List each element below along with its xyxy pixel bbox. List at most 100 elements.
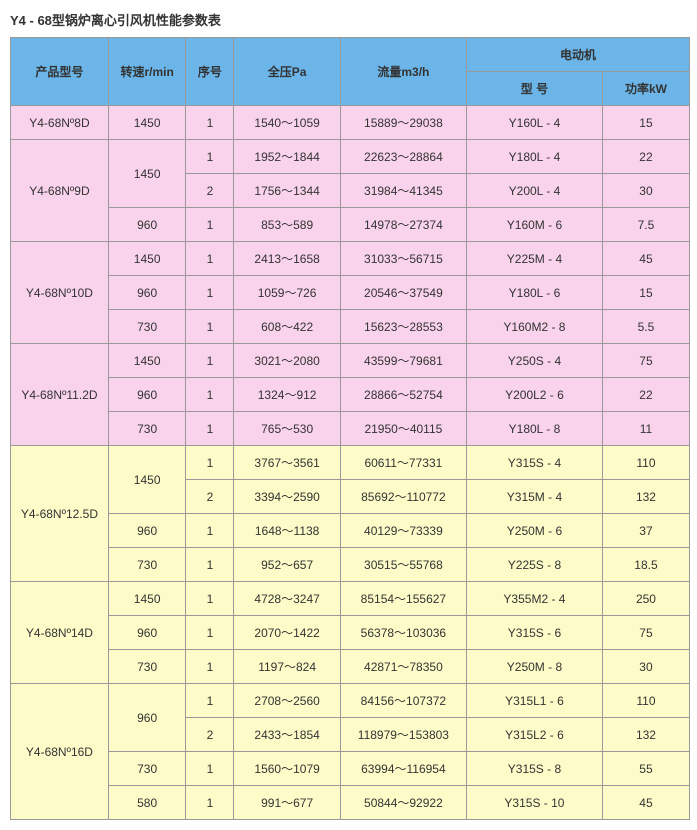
- cell-pressure: 3021～2080: [234, 344, 340, 378]
- cell-motor-model: Y250M - 8: [466, 650, 602, 684]
- cell-model: Y4-68Nº11.2D: [11, 344, 109, 446]
- table-row: 5801991～67750844～92922Y315S - 1045: [11, 786, 690, 820]
- table-row: 96011324～91228866～52754Y200L2 - 622: [11, 378, 690, 412]
- cell-flow: 40129～73339: [340, 514, 466, 548]
- cell-pressure: 1197～824: [234, 650, 340, 684]
- cell-power: 15: [602, 106, 689, 140]
- cell-power: 110: [602, 446, 689, 480]
- cell-flow: 42871～78350: [340, 650, 466, 684]
- cell-motor-model: Y200L - 4: [466, 174, 602, 208]
- cell-power: 30: [602, 174, 689, 208]
- header-model: 产品型号: [11, 38, 109, 106]
- header-flow: 流量m3/h: [340, 38, 466, 106]
- cell-pressure: 1560～1079: [234, 752, 340, 786]
- cell-seq: 2: [186, 174, 234, 208]
- cell-seq: 1: [186, 650, 234, 684]
- table-row: 7301608～42215623～28553Y160M2 - 85.5: [11, 310, 690, 344]
- table-body: Y4-68Nº8D145011540～105915889～29038Y160L …: [11, 106, 690, 820]
- cell-seq: 1: [186, 140, 234, 174]
- cell-rpm: 1450: [108, 344, 186, 378]
- header-seq: 序号: [186, 38, 234, 106]
- cell-pressure: 3394～2590: [234, 480, 340, 514]
- cell-seq: 1: [186, 412, 234, 446]
- cell-pressure: 2433～1854: [234, 718, 340, 752]
- cell-seq: 1: [186, 344, 234, 378]
- table-row: Y4-68Nº11.2D145013021～208043599～79681Y25…: [11, 344, 690, 378]
- cell-flow: 84156～107372: [340, 684, 466, 718]
- cell-motor-model: Y315L2 - 6: [466, 718, 602, 752]
- cell-rpm: 1450: [108, 446, 186, 514]
- cell-flow: 85154～155627: [340, 582, 466, 616]
- header-rpm: 转速r/min: [108, 38, 186, 106]
- table-row: Y4-68Nº8D145011540～105915889～29038Y160L …: [11, 106, 690, 140]
- cell-rpm: 960: [108, 276, 186, 310]
- cell-flow: 15623～28553: [340, 310, 466, 344]
- cell-power: 55: [602, 752, 689, 786]
- cell-pressure: 991～677: [234, 786, 340, 820]
- table-row: Y4-68Nº9D145011952～184422623～28864Y180L …: [11, 140, 690, 174]
- cell-flow: 21950～40115: [340, 412, 466, 446]
- cell-rpm: 960: [108, 616, 186, 650]
- cell-model: Y4-68Nº14D: [11, 582, 109, 684]
- cell-seq: 2: [186, 718, 234, 752]
- table-row: 73011197～82442871～78350Y250M - 830: [11, 650, 690, 684]
- table-row: 73011560～107963994～116954Y315S - 855: [11, 752, 690, 786]
- cell-rpm: 960: [108, 208, 186, 242]
- cell-rpm: 960: [108, 684, 186, 752]
- cell-seq: 1: [186, 616, 234, 650]
- cell-model: Y4-68Nº8D: [11, 106, 109, 140]
- header-power: 功率kW: [602, 72, 689, 106]
- cell-seq: 1: [186, 310, 234, 344]
- cell-motor-model: Y225M - 4: [466, 242, 602, 276]
- cell-rpm: 1450: [108, 242, 186, 276]
- cell-power: 75: [602, 344, 689, 378]
- header-motor-model: 型 号: [466, 72, 602, 106]
- cell-seq: 1: [186, 582, 234, 616]
- cell-seq: 1: [186, 378, 234, 412]
- table-row: 96011059～72620546～37549Y180L - 615: [11, 276, 690, 310]
- cell-flow: 28866～52754: [340, 378, 466, 412]
- cell-flow: 50844～92922: [340, 786, 466, 820]
- cell-motor-model: Y160M - 6: [466, 208, 602, 242]
- table-row: 96012070～142256378～103036Y315S - 675: [11, 616, 690, 650]
- cell-seq: 1: [186, 276, 234, 310]
- table-row: 7301952～65730515～55768Y225S - 818.5: [11, 548, 690, 582]
- cell-flow: 118979～153803: [340, 718, 466, 752]
- cell-flow: 63994～116954: [340, 752, 466, 786]
- cell-power: 37: [602, 514, 689, 548]
- cell-pressure: 1059～726: [234, 276, 340, 310]
- header-pressure: 全压Pa: [234, 38, 340, 106]
- cell-model: Y4-68Nº9D: [11, 140, 109, 242]
- table-title: Y4 - 68型锅炉离心引风机性能参数表: [10, 10, 687, 29]
- cell-rpm: 1450: [108, 582, 186, 616]
- cell-power: 30: [602, 650, 689, 684]
- cell-pressure: 1540～1059: [234, 106, 340, 140]
- cell-power: 5.5: [602, 310, 689, 344]
- cell-power: 110: [602, 684, 689, 718]
- cell-pressure: 2413～1658: [234, 242, 340, 276]
- cell-power: 132: [602, 718, 689, 752]
- cell-motor-model: Y180L - 8: [466, 412, 602, 446]
- cell-rpm: 730: [108, 548, 186, 582]
- cell-pressure: 3767～3561: [234, 446, 340, 480]
- cell-model: Y4-68Nº12.5D: [11, 446, 109, 582]
- cell-motor-model: Y160L - 4: [466, 106, 602, 140]
- cell-seq: 1: [186, 208, 234, 242]
- table-row: Y4-68Nº16D96012708～256084156～107372Y315L…: [11, 684, 690, 718]
- cell-pressure: 952～657: [234, 548, 340, 582]
- cell-motor-model: Y180L - 6: [466, 276, 602, 310]
- cell-motor-model: Y315S - 6: [466, 616, 602, 650]
- cell-motor-model: Y315M - 4: [466, 480, 602, 514]
- cell-seq: 2: [186, 480, 234, 514]
- cell-rpm: 960: [108, 378, 186, 412]
- cell-power: 132: [602, 480, 689, 514]
- cell-rpm: 730: [108, 412, 186, 446]
- header-motor: 电动机: [466, 38, 689, 72]
- cell-motor-model: Y250M - 6: [466, 514, 602, 548]
- table-row: 7301765～53021950～40115Y180L - 811: [11, 412, 690, 446]
- cell-seq: 1: [186, 548, 234, 582]
- cell-motor-model: Y355M2 - 4: [466, 582, 602, 616]
- cell-power: 11: [602, 412, 689, 446]
- cell-motor-model: Y160M2 - 8: [466, 310, 602, 344]
- cell-motor-model: Y180L - 4: [466, 140, 602, 174]
